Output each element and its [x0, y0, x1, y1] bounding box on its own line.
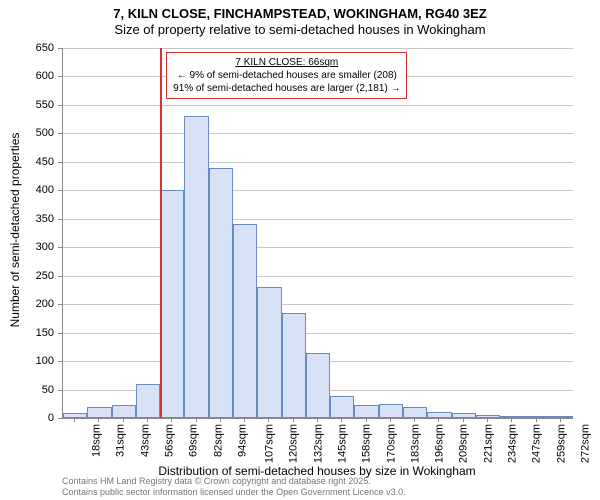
ytick-label: 650: [36, 42, 58, 54]
bar: [330, 396, 354, 418]
main-title: 7, KILN CLOSE, FINCHAMPSTEAD, WOKINGHAM,…: [0, 6, 600, 21]
ytick-label: 0: [48, 412, 58, 424]
bar: [112, 405, 136, 418]
gridline: [63, 190, 573, 191]
ytick-label: 150: [36, 327, 58, 339]
xtick-mark: [123, 418, 124, 422]
ytick-label: 200: [36, 298, 58, 310]
ytick-label: 300: [36, 241, 58, 253]
attribution: Contains HM Land Registry data © Crown c…: [62, 476, 406, 498]
xtick-mark: [244, 418, 245, 422]
bar: [257, 287, 281, 418]
xtick-mark: [196, 418, 197, 422]
x-ticks: 18sqm31sqm43sqm56sqm69sqm82sqm94sqm107sq…: [62, 418, 572, 466]
bar: [354, 405, 378, 418]
y-ticks: 050100150200250300350400450500550600650: [0, 48, 58, 418]
bar: [403, 407, 427, 418]
attribution-line-2: Contains public sector information licen…: [62, 487, 406, 498]
xtick-mark: [560, 418, 561, 422]
xtick-mark: [366, 418, 367, 422]
gridline: [63, 219, 573, 220]
xtick-mark: [463, 418, 464, 422]
bar: [87, 407, 111, 418]
gridline: [63, 333, 573, 334]
gridline: [63, 247, 573, 248]
annotation-line-1: ← 9% of semi-detached houses are smaller…: [173, 69, 400, 82]
annotation-line-2: 91% of semi-detached houses are larger (…: [173, 82, 400, 95]
attribution-line-1: Contains HM Land Registry data © Crown c…: [62, 476, 406, 487]
gridline: [63, 276, 573, 277]
xtick-mark: [317, 418, 318, 422]
xtick-mark: [147, 418, 148, 422]
bar: [136, 384, 160, 418]
ytick-label: 350: [36, 213, 58, 225]
bar: [306, 353, 330, 418]
xtick-mark: [438, 418, 439, 422]
chart-container: 7, KILN CLOSE, FINCHAMPSTEAD, WOKINGHAM,…: [0, 0, 600, 500]
ytick-label: 550: [36, 99, 58, 111]
xtick-mark: [293, 418, 294, 422]
xtick-mark: [487, 418, 488, 422]
xtick-mark: [268, 418, 269, 422]
xtick-mark: [220, 418, 221, 422]
xtick-mark: [390, 418, 391, 422]
ytick-label: 100: [36, 355, 58, 367]
bar: [209, 168, 233, 418]
gridline: [63, 162, 573, 163]
gridline: [63, 304, 573, 305]
ytick-label: 450: [36, 156, 58, 168]
ytick-label: 250: [36, 270, 58, 282]
xtick-label: 272sqm: [579, 424, 600, 463]
bar: [379, 404, 403, 418]
xtick-mark: [341, 418, 342, 422]
xtick-mark: [74, 418, 75, 422]
reference-line: [160, 48, 162, 418]
gridline: [63, 133, 573, 134]
xtick-mark: [536, 418, 537, 422]
title-block: 7, KILN CLOSE, FINCHAMPSTEAD, WOKINGHAM,…: [0, 0, 600, 37]
gridline: [63, 105, 573, 106]
xtick-mark: [98, 418, 99, 422]
ytick-label: 50: [42, 384, 58, 396]
gridline: [63, 48, 573, 49]
bar: [233, 224, 257, 418]
annotation-title: 7 KILN CLOSE: 66sqm: [173, 56, 400, 69]
bar: [160, 190, 184, 418]
subtitle: Size of property relative to semi-detach…: [0, 22, 600, 37]
ytick-label: 500: [36, 127, 58, 139]
xtick-mark: [414, 418, 415, 422]
bar: [282, 313, 306, 418]
bar: [184, 116, 208, 418]
ytick-label: 400: [36, 184, 58, 196]
plot-area: 7 KILN CLOSE: 66sqm← 9% of semi-detached…: [62, 48, 573, 419]
xtick-mark: [511, 418, 512, 422]
ytick-label: 600: [36, 70, 58, 82]
xtick-mark: [171, 418, 172, 422]
annotation-box: 7 KILN CLOSE: 66sqm← 9% of semi-detached…: [166, 52, 407, 99]
